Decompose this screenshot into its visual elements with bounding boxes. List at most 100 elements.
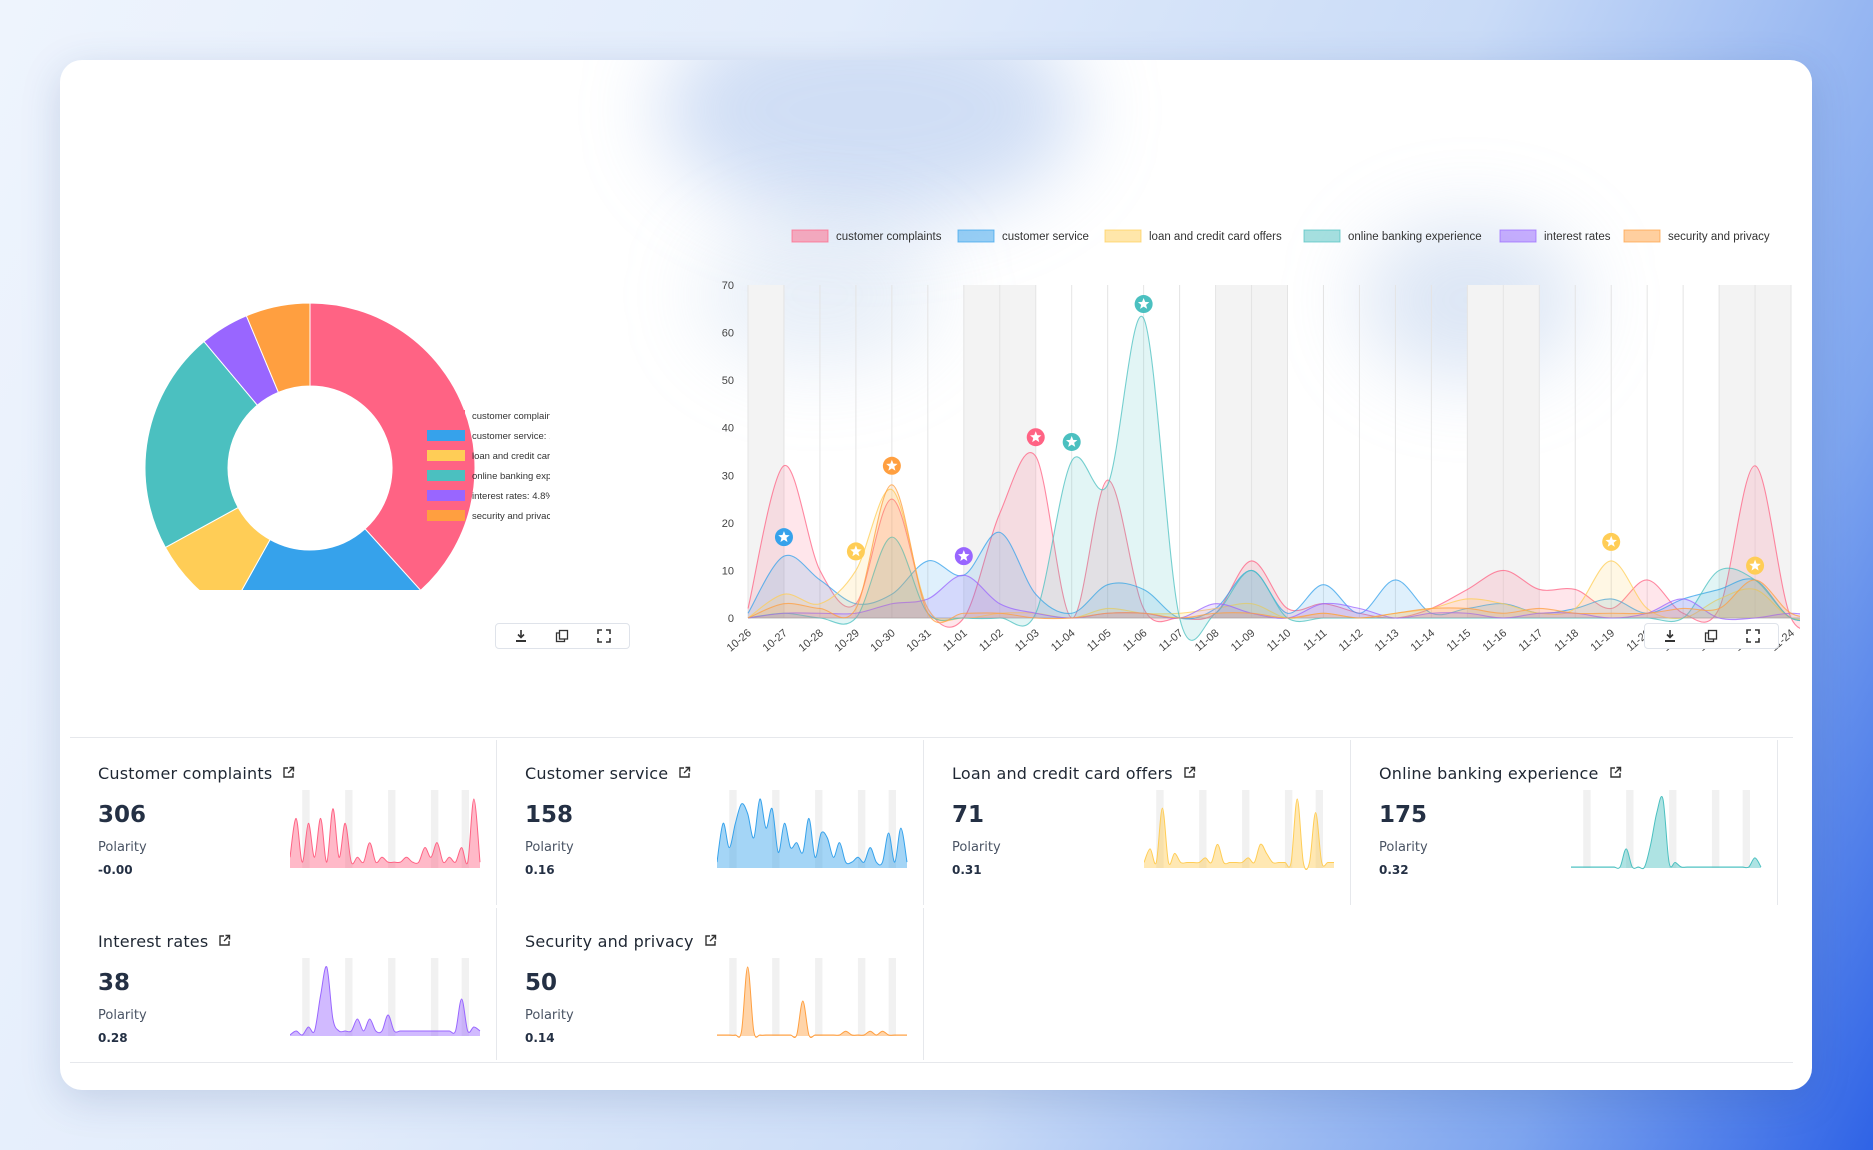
topic-card: Security and privacy 50 Polarity 0.14 xyxy=(497,908,924,1060)
x-tick-label: 11-11 xyxy=(1301,627,1329,653)
download-icon[interactable] xyxy=(1656,625,1684,647)
legend-swatch[interactable] xyxy=(1104,229,1142,243)
x-tick-label: 11-12 xyxy=(1337,627,1366,654)
x-tick-label: 11-15 xyxy=(1445,627,1474,654)
legend-label[interactable]: customer service xyxy=(1002,231,1089,243)
x-tick-label: 10-29 xyxy=(833,627,862,654)
star-marker[interactable] xyxy=(1062,432,1081,451)
external-link-icon[interactable] xyxy=(1183,764,1196,783)
weekend-band xyxy=(815,958,823,1036)
topic-grid xyxy=(70,1062,1793,1063)
x-tick-label: 11-02 xyxy=(977,627,1006,654)
x-tick-label: 11-13 xyxy=(1373,627,1402,654)
weekend-band xyxy=(302,958,310,1036)
series-line-customer-complaints[interactable] xyxy=(747,452,1800,630)
sparkline-chart xyxy=(290,790,481,868)
star-marker[interactable] xyxy=(954,547,973,566)
series-area-customer-complaints xyxy=(748,452,1800,629)
external-link-icon[interactable] xyxy=(704,932,717,951)
x-tick-label: 10-30 xyxy=(869,627,898,654)
x-tick-label: 10-27 xyxy=(761,627,790,654)
legend-swatch[interactable] xyxy=(1623,229,1661,243)
polarity-value: 0.32 xyxy=(1379,863,1409,877)
topic-count: 306 xyxy=(98,802,147,828)
sparkline-chart xyxy=(290,958,481,1036)
topic-card: Online banking experience 175 Polarity 0… xyxy=(1351,740,1778,905)
topic-count: 71 xyxy=(952,802,985,828)
legend-label[interactable]: customer complaints xyxy=(836,231,942,243)
pie-slice-online-banking-experience[interactable] xyxy=(144,340,259,549)
topic-title-text: Customer complaints xyxy=(98,764,273,783)
weekend-band xyxy=(1742,790,1750,868)
pie-slice-customer-service[interactable] xyxy=(230,528,421,590)
legend-label[interactable]: online banking experience xyxy=(1348,231,1482,243)
polarity-value: 0.14 xyxy=(525,1031,555,1045)
legend-label: online banking experience: 21.9% xyxy=(472,471,550,482)
external-link-icon[interactable] xyxy=(282,764,295,783)
legend-swatch[interactable] xyxy=(957,229,995,243)
x-tick-label: 11-09 xyxy=(1229,627,1258,654)
legend-swatch[interactable] xyxy=(1499,229,1537,243)
topic-title: Customer service xyxy=(525,764,691,783)
series-line-online-banking-experience[interactable] xyxy=(747,315,1800,641)
weekend-band xyxy=(857,790,866,868)
sparkline-area xyxy=(1144,799,1334,870)
x-tick-label: 11-17 xyxy=(1517,627,1546,654)
weekend-band xyxy=(748,285,784,618)
topic-count: 38 xyxy=(98,970,131,996)
x-tick-label: 10-28 xyxy=(797,627,826,654)
x-tick-label: 11-06 xyxy=(1121,627,1150,654)
star-marker[interactable] xyxy=(1746,556,1765,575)
legend-label[interactable]: interest rates xyxy=(1544,231,1611,243)
weekend-band xyxy=(461,790,469,868)
external-link-icon[interactable] xyxy=(678,764,691,783)
sparkline-chart xyxy=(717,790,908,868)
topic-title: Security and privacy xyxy=(525,932,717,951)
legend-swatch xyxy=(427,510,465,521)
external-link-icon[interactable] xyxy=(1609,764,1622,783)
topic-title-text: Loan and credit card offers xyxy=(952,764,1173,783)
copy-icon[interactable] xyxy=(548,625,576,647)
y-tick-label: 30 xyxy=(722,470,734,482)
fullscreen-icon[interactable] xyxy=(590,625,618,647)
y-tick-label: 10 xyxy=(722,565,734,577)
weekend-band xyxy=(857,958,866,1036)
polarity-value: 0.31 xyxy=(952,863,982,877)
sparkline-line xyxy=(717,966,907,1038)
weekend-band xyxy=(815,790,823,868)
weekend-band xyxy=(888,958,896,1036)
series-line-security-and-privacy[interactable] xyxy=(747,484,1800,624)
sparkline-chart xyxy=(1571,790,1762,870)
weekend-band xyxy=(345,958,353,1036)
star-marker[interactable] xyxy=(1602,532,1621,551)
legend-swatch[interactable] xyxy=(791,229,829,243)
legend-label[interactable]: security and privacy xyxy=(1668,231,1770,243)
y-tick-label: 50 xyxy=(722,375,734,387)
x-tick-label: 11-05 xyxy=(1085,627,1114,654)
x-tick-label: 11-19 xyxy=(1588,627,1617,654)
series-area-loan-and-credit-card-offers xyxy=(748,489,1800,621)
legend-swatch xyxy=(427,470,465,481)
sparkline-chart xyxy=(717,958,907,1038)
weekend-band xyxy=(1583,790,1591,868)
star-marker[interactable] xyxy=(1134,295,1153,314)
legend-swatch xyxy=(427,410,465,421)
external-link-icon[interactable] xyxy=(218,932,231,951)
star-marker[interactable] xyxy=(1026,428,1045,447)
star-marker[interactable] xyxy=(846,542,865,561)
pie-slice-security-and-privacy[interactable] xyxy=(245,302,311,393)
fullscreen-icon[interactable] xyxy=(1739,625,1767,647)
star-marker[interactable] xyxy=(774,528,793,547)
sparkline-line xyxy=(290,798,481,865)
polarity-value: 0.28 xyxy=(98,1031,128,1045)
star-marker[interactable] xyxy=(882,456,901,475)
y-tick-label: 20 xyxy=(722,518,734,530)
legend-label[interactable]: loan and credit card offers xyxy=(1149,231,1282,243)
copy-icon[interactable] xyxy=(1697,625,1725,647)
y-tick-label: 60 xyxy=(722,328,734,340)
download-icon[interactable] xyxy=(507,625,535,647)
topic-card: Interest rates 38 Polarity 0.28 xyxy=(70,908,497,1060)
x-tick-label: 11-18 xyxy=(1553,627,1582,654)
legend-swatch[interactable] xyxy=(1303,229,1341,243)
polarity-label: Polarity xyxy=(98,840,147,855)
